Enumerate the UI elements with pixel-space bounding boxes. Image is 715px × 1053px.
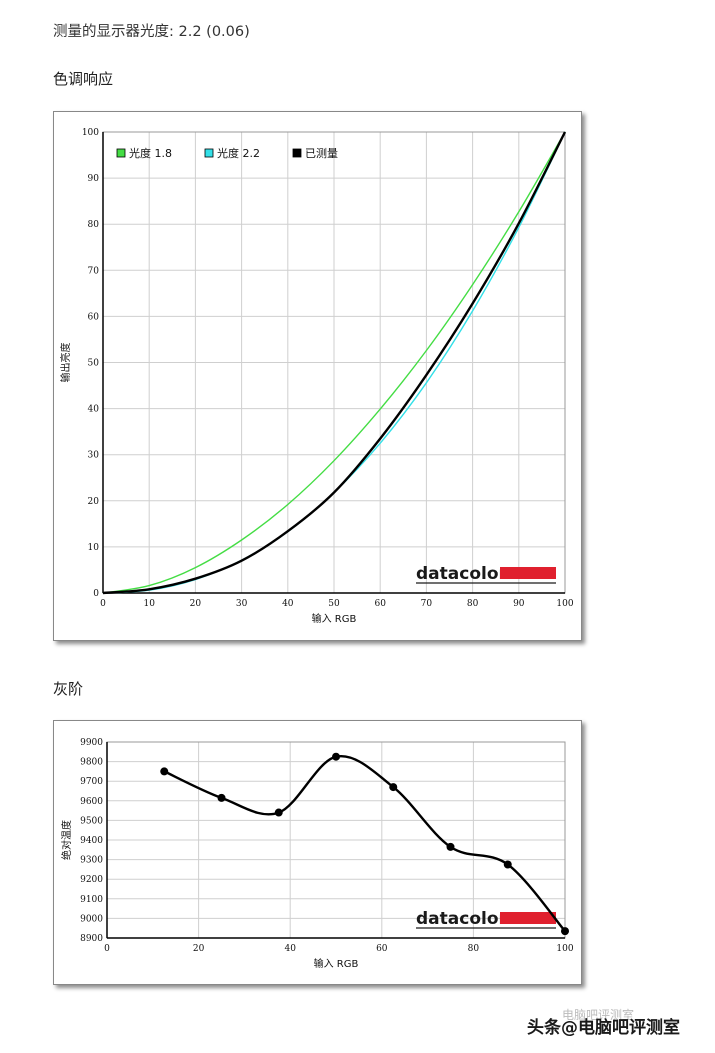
y-tick-label: 60 (88, 312, 100, 322)
data-point (503, 860, 512, 869)
y-tick-label: 9400 (80, 836, 103, 846)
x-tick-label: 60 (374, 599, 386, 609)
gray-scale-chart: 0 20 40 60 80 100 8900 9000 9100 9200 9300 9400 9500… (60, 738, 574, 970)
series-line-0 (163, 754, 566, 932)
data-point (561, 927, 569, 936)
x-tick-label: 0 (104, 944, 110, 954)
y-tick-label: 9500 (80, 816, 103, 826)
datacolor-logo-bar (500, 912, 556, 924)
datacolor-logo-text: datacolor (416, 564, 508, 584)
x-tick-label: 60 (376, 944, 388, 954)
y-tick-label: 90 (88, 174, 100, 184)
x-axis-label: 输入 RGB (312, 612, 357, 625)
y-tick-label: 9100 (80, 895, 103, 905)
datacolor-logo-bar (500, 567, 556, 579)
data-point (160, 767, 169, 776)
x-axis-label: 输入 RGB (314, 957, 359, 970)
x-tick-label: 80 (467, 599, 479, 609)
x-tick-label: 70 (421, 599, 433, 609)
x-tick-label: 40 (282, 599, 294, 609)
legend-label-1: 光度 2.2 (217, 146, 260, 160)
data-point (446, 842, 455, 851)
x-tick-label: 100 (556, 599, 573, 609)
y-axis-label: 绝对温度 (60, 820, 73, 860)
y-tick-label: 70 (88, 266, 100, 276)
y-tick-label: 9700 (80, 777, 103, 787)
legend-swatch-0 (116, 148, 126, 158)
data-point (274, 808, 283, 817)
y-tick-label: 50 (88, 359, 100, 369)
x-tick-label: 80 (468, 944, 480, 954)
watermark-ghost: 电脑吧评测室 (562, 1008, 635, 1022)
y-tick-label: 80 (88, 220, 100, 230)
legend-label-2: 已测量 (305, 147, 338, 160)
watermark: 头条@电脑吧评测室 (527, 1018, 680, 1038)
gray-scale-title: 灰阶 (53, 680, 84, 698)
tone-response-chart-panel: 0 10 20 30 40 50 60 70 80 90 100 0 10 20 30 40 50 60 70 80 9… (53, 111, 582, 641)
y-tick-label: 30 (88, 451, 100, 461)
legend-label-0: 光度 1.8 (129, 146, 172, 160)
x-tick-label: 100 (556, 944, 573, 954)
x-tick-label: 20 (193, 944, 205, 954)
gamma-label: 测量的显示器光度: 2.2 (0.06) (53, 24, 250, 40)
y-axis-label: 输出亮度 (59, 343, 72, 383)
datacolor-logo-text: datacolor (416, 909, 508, 929)
x-tick-label: 90 (513, 599, 525, 609)
y-tick-label: 9900 (80, 738, 103, 748)
gray-scale-chart-panel: 0 20 40 60 80 100 8900 9000 9100 9200 9300 9400 9500… (53, 720, 582, 985)
y-tick-label: 20 (88, 497, 100, 507)
grid (102, 131, 566, 594)
y-tick-label: 9000 (80, 914, 103, 924)
y-tick-label: 10 (88, 543, 100, 553)
data-point (389, 783, 398, 792)
x-tick-label: 40 (284, 944, 296, 954)
series-line-0 (102, 131, 566, 594)
data-point (332, 752, 340, 761)
tone-response-title: 色调响应 (53, 70, 114, 88)
x-tick-label: 30 (236, 599, 248, 609)
x-tick-label: 0 (100, 599, 106, 609)
y-tick-label: 40 (88, 405, 100, 415)
y-tick-label: 8900 (80, 934, 103, 944)
y-tick-label: 0 (93, 589, 99, 599)
x-tick-label: 50 (328, 599, 340, 609)
tone-response-chart: 0 10 20 30 40 50 60 70 80 90 100 0 10 20 30 40 50 60 70 80 9… (59, 128, 574, 625)
x-tick-label: 20 (190, 599, 202, 609)
legend-swatch-1 (204, 148, 214, 158)
series-line-2 (102, 131, 567, 595)
y-tick-label: 9800 (80, 758, 103, 768)
y-tick-label: 100 (82, 128, 99, 138)
y-tick-label: 9600 (80, 797, 103, 807)
legend-swatch-2 (292, 148, 302, 158)
y-tick-label: 9300 (80, 856, 103, 866)
y-tick-label: 9200 (80, 875, 103, 885)
x-tick-label: 10 (143, 599, 155, 609)
data-point (217, 793, 226, 802)
